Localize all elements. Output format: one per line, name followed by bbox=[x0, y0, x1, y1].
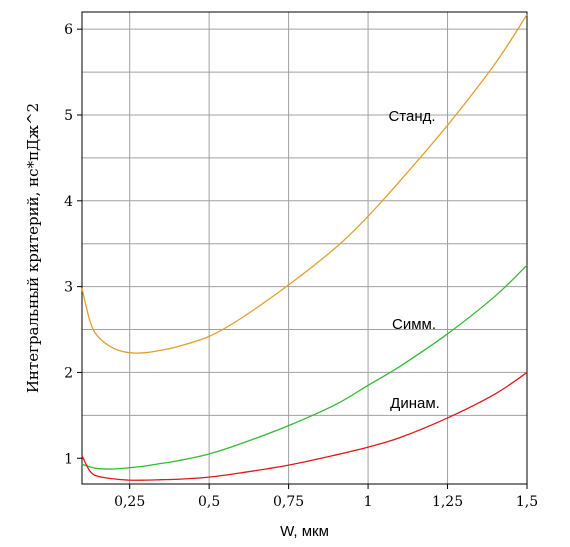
x-tick-label-3: 1 bbox=[364, 494, 373, 510]
x-tick-label-0: 0,25 bbox=[114, 494, 145, 510]
series-line-symmetric bbox=[81, 264, 528, 470]
series-line-standard bbox=[81, 14, 528, 354]
x-ticks: 0,25 0,5 0,75 1 1,25 1,5 bbox=[114, 484, 538, 510]
series-label-symmetric: Симм. bbox=[392, 316, 436, 333]
series-line-dynamic bbox=[81, 371, 528, 481]
y-tick-label-0: 1 bbox=[64, 451, 73, 467]
y-tick-label-5: 6 bbox=[64, 22, 73, 38]
x-tick-label-5: 1,5 bbox=[516, 494, 538, 510]
y-ticks: 1 2 3 4 5 6 bbox=[64, 22, 82, 467]
series-label-dynamic: Динам. bbox=[390, 395, 440, 412]
y-axis-title: Интегральный критерий, нс*пДж^2 bbox=[24, 103, 42, 393]
y-tick-label-2: 3 bbox=[64, 280, 73, 296]
x-axis-title: W, мкм bbox=[280, 523, 329, 540]
plot-frame bbox=[81, 11, 528, 485]
y-tick-label-3: 4 bbox=[64, 194, 73, 210]
series-label-standard: Станд. bbox=[388, 108, 435, 125]
x-tick-label-2: 0,75 bbox=[273, 494, 304, 510]
y-tick-label-4: 5 bbox=[64, 108, 73, 124]
grid bbox=[82, 12, 528, 484]
x-tick-label-4: 1,25 bbox=[432, 494, 463, 510]
y-tick-label-1: 2 bbox=[64, 365, 73, 381]
x-tick-label-1: 0,5 bbox=[198, 494, 220, 510]
series-group bbox=[81, 14, 528, 481]
series-labels: Станд. Симм. Динам. bbox=[388, 108, 439, 412]
